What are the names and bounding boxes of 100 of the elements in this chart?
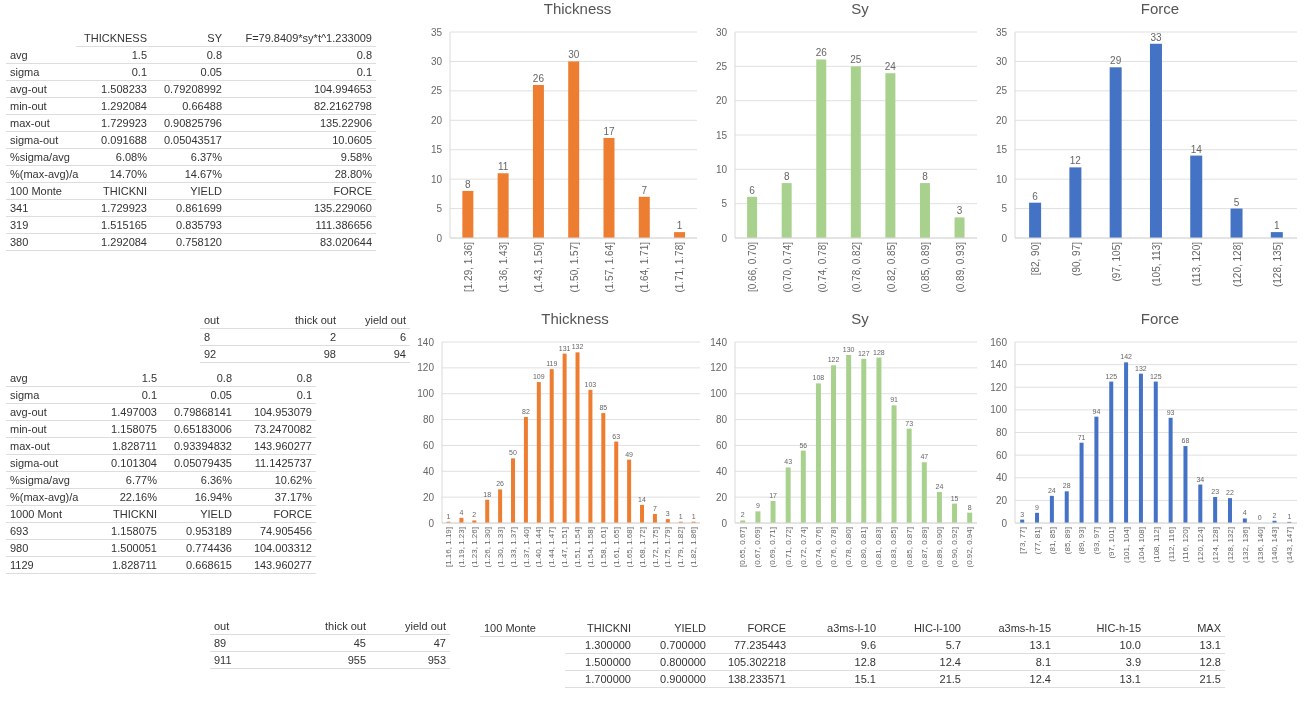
data-label: 25 bbox=[850, 54, 862, 66]
text: yield out bbox=[340, 312, 410, 329]
x-tick-label: [0.65, 0.67] bbox=[738, 527, 748, 568]
x-tick-label: (0.89, 0.90] bbox=[934, 527, 944, 568]
x-tick-label: (112, 116] bbox=[1166, 527, 1176, 562]
text: 1.500051 bbox=[86, 540, 161, 557]
x-tick-label: (0.87, 0.89] bbox=[919, 527, 929, 568]
x-tick-label: (113, 120] bbox=[1191, 241, 1203, 287]
x-tick-label: (0.81, 0.83] bbox=[874, 527, 884, 568]
text: 14.70% bbox=[109, 168, 147, 180]
text: 0.668615 bbox=[161, 557, 236, 574]
y-tick-label: 15 bbox=[430, 144, 443, 156]
text: 0.8 bbox=[226, 47, 376, 64]
y-tick-label: 0 bbox=[1001, 517, 1008, 529]
data-label: 5 bbox=[1233, 196, 1240, 208]
text: 12.8 bbox=[790, 654, 880, 671]
x-tick-label: (1.19, 1.23] bbox=[457, 527, 467, 568]
chart-title: Sy bbox=[850, 310, 870, 329]
text: 12.8 bbox=[1145, 654, 1225, 671]
chart-title: Thickness bbox=[540, 310, 610, 329]
text: 14.67% bbox=[151, 166, 226, 183]
y-tick-label: 40 bbox=[422, 465, 435, 477]
text: %(max-avg)/a bbox=[6, 166, 79, 183]
y-tick-label: 0 bbox=[428, 517, 435, 529]
x-tick-label: (128, 132] bbox=[1225, 527, 1235, 564]
text: avg bbox=[6, 370, 86, 387]
data-label: 26 bbox=[815, 47, 828, 59]
y-tick-label: 160 bbox=[990, 336, 1008, 348]
y-tick-label: 80 bbox=[995, 427, 1008, 439]
y-tick-label: 25 bbox=[995, 85, 1008, 97]
x-tick-label: (1.71, 1.78] bbox=[674, 241, 686, 293]
text: 1.497003 bbox=[86, 404, 161, 421]
data-label: 8 bbox=[465, 178, 472, 190]
text: 0.65183006 bbox=[161, 421, 236, 438]
text: 0.05 bbox=[161, 387, 236, 404]
text: 0.66488 bbox=[151, 98, 226, 115]
text: 341 bbox=[6, 200, 76, 217]
text: 0.79208992 bbox=[151, 81, 226, 98]
x-tick-label: [1.29, 1.36] bbox=[462, 241, 474, 293]
x-tick-label: (101, 104] bbox=[1122, 527, 1131, 564]
text: avg-out bbox=[6, 81, 76, 98]
text: max-out bbox=[6, 438, 86, 455]
text: avg-out bbox=[6, 404, 86, 421]
text: THICKNI bbox=[565, 620, 635, 637]
text: 1.5 bbox=[76, 47, 151, 64]
text: 0.79868141 bbox=[161, 404, 236, 421]
x-tick-label: (0.69, 0.71] bbox=[768, 527, 778, 568]
y-tick-label: 20 bbox=[422, 491, 435, 503]
x-tick-label: (0.82, 0.85] bbox=[885, 241, 897, 293]
x-tick-label: (104, 108] bbox=[1136, 527, 1146, 564]
x-tick-label: (0.78, 0.80] bbox=[844, 527, 854, 568]
text: 138.233571 bbox=[710, 671, 790, 688]
text: 13.1 bbox=[965, 637, 1055, 654]
x-tick-label: (1.33, 1.37] bbox=[508, 527, 518, 568]
x-tick-label: (1.79, 1.82] bbox=[676, 527, 686, 568]
text: 0.8 bbox=[151, 47, 226, 64]
y-tick-label: 0 bbox=[721, 232, 728, 244]
text: 0.700000 bbox=[635, 637, 710, 654]
chart-title: Force bbox=[1139, 310, 1181, 329]
text: 135.229060 bbox=[226, 200, 376, 217]
text: 0.835793 bbox=[151, 217, 226, 234]
x-tick-label: (1.26, 1.30] bbox=[482, 527, 492, 568]
text: 0.900000 bbox=[635, 671, 710, 688]
text: 0.1 bbox=[236, 387, 316, 404]
x-tick-label: (132, 136] bbox=[1240, 527, 1250, 564]
x-tick-label: [0.66, 0.70] bbox=[747, 241, 759, 293]
text: 1129 bbox=[6, 557, 86, 574]
text: FORCE bbox=[226, 183, 376, 200]
x-tick-label: (93, 97] bbox=[1092, 527, 1102, 555]
x-tick-label: (97, 105] bbox=[1110, 241, 1122, 282]
x-tick-label: (1.51, 1.54] bbox=[573, 527, 583, 568]
text: 10.0 bbox=[1055, 637, 1145, 654]
text: 13.1 bbox=[1145, 637, 1225, 654]
text: 21.5 bbox=[880, 671, 965, 688]
text: min-out bbox=[6, 421, 86, 438]
text: 1.729923 bbox=[76, 115, 151, 132]
text: SY bbox=[151, 30, 226, 47]
text: 1.292084 bbox=[76, 98, 151, 115]
y-tick-label: 100 bbox=[710, 388, 728, 400]
x-tick-label: (0.89, 0.93] bbox=[954, 241, 966, 293]
x-tick-label: (1.75, 1.79] bbox=[663, 527, 673, 568]
text: 0.05079435 bbox=[161, 455, 236, 472]
text: 6.77% bbox=[86, 472, 161, 489]
y-tick-label: 10 bbox=[715, 163, 728, 175]
chart-title: Force bbox=[1139, 0, 1181, 19]
text: 0.091688 bbox=[76, 132, 151, 149]
y-tick-label: 20 bbox=[995, 114, 1008, 126]
text: 380 bbox=[6, 234, 76, 251]
text: 0.861699 bbox=[151, 200, 226, 217]
text: sigma bbox=[6, 387, 86, 404]
text: 0.800000 bbox=[635, 654, 710, 671]
y-tick-label: 140 bbox=[710, 336, 728, 348]
x-tick-label: (1.54, 1.58] bbox=[586, 527, 596, 568]
y-tick-label: 20 bbox=[715, 95, 728, 107]
text: 13.1 bbox=[1055, 671, 1145, 688]
text: thick out bbox=[270, 312, 340, 329]
chart-title: Sy bbox=[850, 0, 870, 19]
text: 105.302218 bbox=[710, 654, 790, 671]
x-tick-label: (1.44, 1.47] bbox=[547, 527, 557, 568]
text: 0.8 bbox=[236, 370, 316, 387]
